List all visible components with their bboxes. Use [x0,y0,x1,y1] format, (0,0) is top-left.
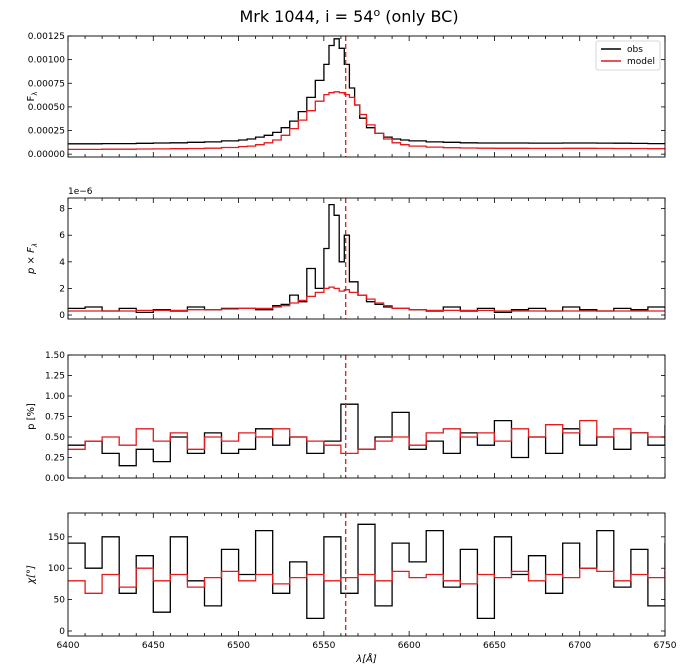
y-axis-label: p × Fλ [26,243,39,275]
y-tick-label: 2 [59,284,65,294]
y-tick-label: 0.25 [45,454,65,464]
x-axis-label: λ[Å] [355,652,377,665]
axes-frame [67,354,666,479]
series-group [68,403,665,467]
axes-frame [67,512,666,637]
panel-polarization_degree: 0.00 0.25 0.50 0.75 1.00 1.25 1.50 p [%] [26,351,666,484]
legend-label-model: model [627,57,655,67]
series-model-line [68,286,665,312]
series-obs-line [68,203,665,314]
y-tick-label: 0 [59,311,65,321]
y-axis-label-subscript: λ [31,243,39,248]
y-tick-label: 0.00025 [28,127,65,137]
y-tick-label: 150 [48,533,65,543]
legend-label-obs: obs [627,45,643,55]
y-tick-label: 100 [48,564,65,574]
series-obs-line [68,523,665,620]
y-tick-label: 0.00100 [28,56,65,66]
series-group [68,203,665,314]
x-tick-label: 6500 [227,641,250,651]
series-obs-line [68,403,665,467]
series-obs-line [68,38,665,145]
y-tick-label: 50 [54,596,66,606]
y-tick-label: 0.00 [45,474,65,484]
panel-polarization_angle: 0 50 100 150 6400 6450 6500 6550 6600 6650 6700 675… [26,512,677,665]
y-tick-label: 4 [59,258,65,268]
x-tick-label: 6700 [568,641,591,651]
y-tick-label: 1.25 [45,372,65,382]
axes-frame [67,197,666,320]
series-model-line [68,567,665,594]
y-tick-label: 1.00 [45,392,65,402]
y-axis-label: Fλ [26,92,39,102]
figure-title: Mrk 1044, i = 54o (only BC) [239,6,458,26]
x-tick-label: 6450 [142,641,165,651]
x-tick-label: 6650 [483,641,506,651]
x-tick-label: 6750 [654,641,677,651]
offset-text: 1e−6 [68,187,93,197]
y-tick-label: 8 [59,205,65,215]
y-tick-label: 0.00050 [28,103,65,113]
y-axis-label: p [%] [26,403,37,430]
x-tick-label: 6550 [312,641,335,651]
series-group [68,38,665,151]
y-tick-label: 0 [59,627,65,637]
y-tick-label: 6 [59,231,65,241]
x-tick-label: 6400 [57,641,80,651]
y-axis-label: χ[°] [26,565,37,585]
y-axis-label-subscript: λ [31,92,39,96]
y-tick-label: 0.50 [45,433,65,443]
x-tick-label: 6600 [398,641,421,651]
y-tick-label: 0.00075 [28,79,65,89]
panel-flux: 0.00000 0.00025 0.00050 0.00075 0.00100 0.001… [26,32,666,160]
series-group [68,523,665,620]
series-model-line [68,419,665,455]
panel-polarized_flux: 0 2 4 6 8 p × Fλ 1e−6 [26,187,666,321]
y-tick-label: 0.00000 [28,150,65,160]
series-model-line [68,91,665,151]
y-tick-label: 0.75 [45,413,65,423]
legend: obs model [595,40,661,71]
legend-box [595,40,661,71]
title-suffix: (only BC) [380,7,458,26]
y-tick-label: 1.50 [45,351,65,361]
title-superscript: o [373,6,380,19]
y-tick-label: 0.00125 [28,32,65,42]
panels-container: 0.000000.000250.000500.000750.001000.001… [26,32,677,665]
axes-frame [67,35,666,158]
